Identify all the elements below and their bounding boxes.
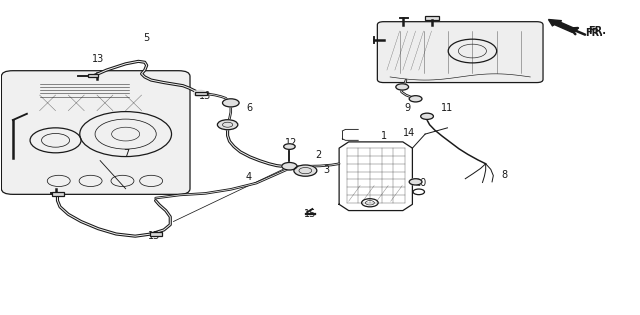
- FancyBboxPatch shape: [1, 71, 190, 194]
- Bar: [52, 192, 64, 196]
- Text: 13: 13: [199, 91, 211, 101]
- Bar: [425, 16, 439, 20]
- Text: FR.: FR.: [585, 28, 603, 37]
- Circle shape: [282, 163, 297, 170]
- Text: 15: 15: [304, 209, 317, 219]
- Circle shape: [420, 113, 433, 119]
- Text: 13: 13: [92, 54, 104, 64]
- Text: 9: 9: [405, 103, 411, 112]
- Circle shape: [218, 120, 238, 130]
- Text: 3: 3: [323, 165, 330, 175]
- Circle shape: [396, 84, 408, 90]
- Circle shape: [294, 165, 317, 176]
- Circle shape: [409, 96, 422, 102]
- Text: 13: 13: [148, 231, 161, 241]
- Text: 10: 10: [415, 178, 427, 188]
- Text: 7: 7: [123, 149, 129, 159]
- Text: 6: 6: [247, 103, 253, 113]
- Text: 1: 1: [381, 131, 387, 140]
- Text: 12: 12: [285, 138, 298, 147]
- Text: 2: 2: [316, 150, 322, 160]
- Text: 4: 4: [246, 172, 252, 182]
- FancyArrow shape: [548, 20, 577, 32]
- Circle shape: [223, 99, 239, 107]
- Text: 5: 5: [143, 33, 150, 43]
- Bar: [88, 74, 99, 77]
- Circle shape: [409, 179, 422, 185]
- Circle shape: [194, 90, 207, 97]
- Bar: [150, 232, 162, 236]
- Text: 8: 8: [502, 170, 508, 180]
- Bar: [195, 92, 207, 95]
- Text: FR.: FR.: [588, 26, 605, 36]
- Text: 14: 14: [403, 128, 415, 138]
- Text: 11: 11: [442, 103, 454, 112]
- Circle shape: [284, 144, 295, 149]
- FancyBboxPatch shape: [378, 22, 543, 83]
